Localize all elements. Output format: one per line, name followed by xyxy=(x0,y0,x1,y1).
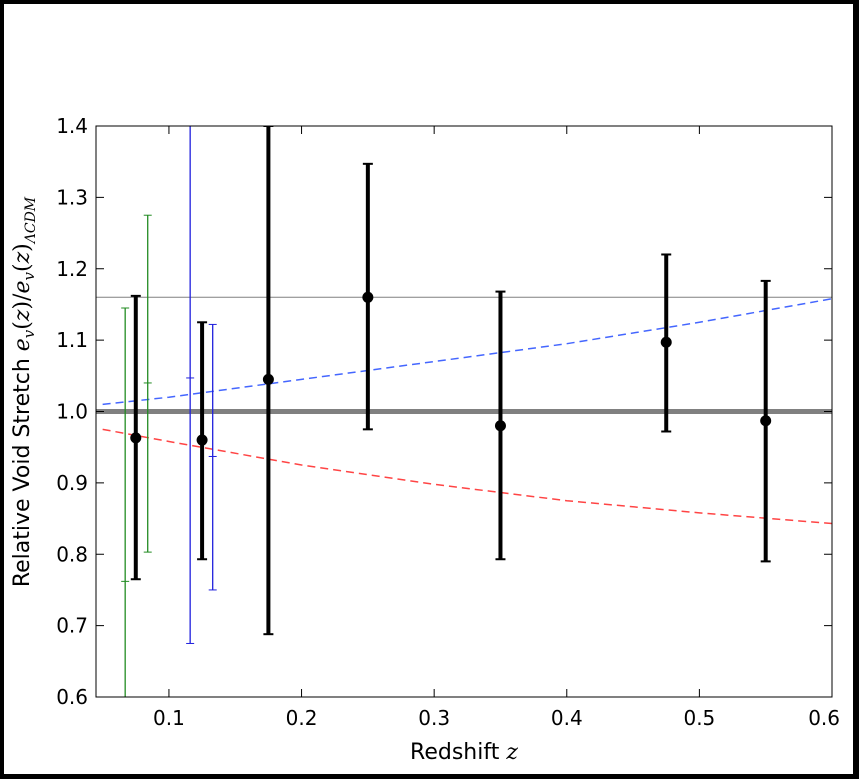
y-tick-label-5: 1.1 xyxy=(56,328,88,352)
x-tick-label-2: 0.3 xyxy=(418,706,450,730)
x-tick-label-0: 0.1 xyxy=(153,706,185,730)
x-axis-label: Redshift z xyxy=(410,740,518,765)
data-point-s1-p4 xyxy=(362,291,374,303)
y-tick-label-4: 1.0 xyxy=(56,400,88,424)
chart-frame: 0.1 0.2 0.3 0.4 0.5 0.6 0.6 0.7 0.8 0.9 1.0 1.1 1.2 1… xyxy=(4,4,853,774)
x-tick-label-5: 0.6 xyxy=(808,706,840,730)
data-point-s1-p3 xyxy=(262,373,274,385)
y-tick-label-0: 0.6 xyxy=(56,685,88,709)
y-tick-label-3: 0.9 xyxy=(56,471,88,495)
y-tick-label-7: 1.3 xyxy=(56,185,88,209)
data-point-s1-p6 xyxy=(660,336,672,348)
data-point-s1-p5 xyxy=(494,420,506,432)
model-curve-1 xyxy=(102,297,832,406)
chart: 0.1 0.2 0.3 0.4 0.5 0.6 0.6 0.7 0.8 0.9 1.0 1.1 1.2 1… xyxy=(10,114,840,765)
y-tick-label-6: 1.2 xyxy=(56,257,88,281)
x-tick-label-4: 0.5 xyxy=(683,706,715,730)
data-point-s1-p7 xyxy=(760,415,772,427)
y-tick-label-2: 0.8 xyxy=(56,542,88,566)
data-point-s1-p1 xyxy=(130,432,142,444)
y-tick-label-8: 1.4 xyxy=(56,114,88,138)
y-axis-label: Relative Void Stretch ev(z)/ev(z)ΛCDM xyxy=(10,196,39,587)
data-point-s1-p2 xyxy=(196,434,208,446)
model-curve-2 xyxy=(102,428,832,525)
x-tick-label-1: 0.2 xyxy=(286,706,318,730)
y-tick-label-1: 0.7 xyxy=(56,614,88,638)
plot-content xyxy=(96,126,832,697)
x-tick-label-3: 0.4 xyxy=(551,706,583,730)
